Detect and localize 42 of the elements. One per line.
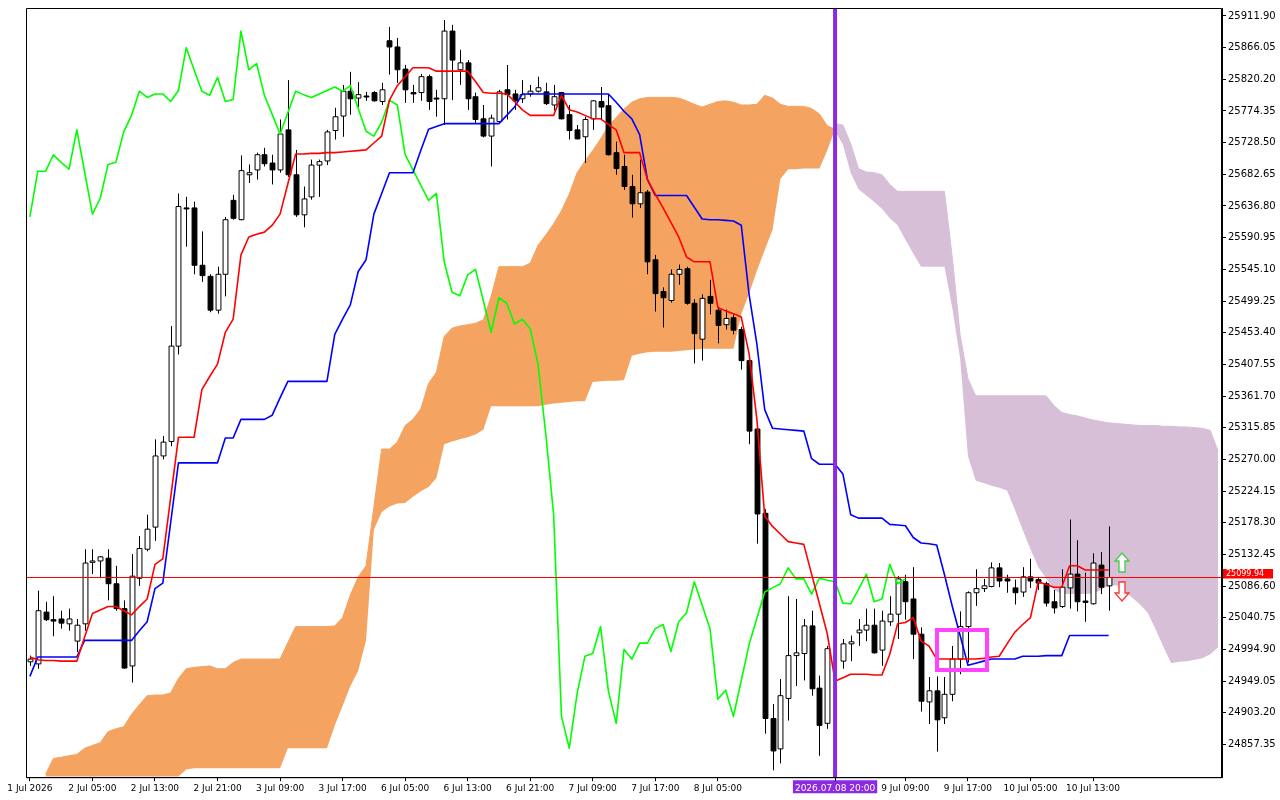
y-tick-label: 25453.40 bbox=[1228, 326, 1276, 338]
x-tick-label: 6 Jul 05:00 bbox=[381, 782, 430, 793]
y-tick-label: 25636.80 bbox=[1228, 199, 1276, 211]
y-tick-label: 24857.35 bbox=[1228, 738, 1276, 750]
y-tick-label: 25040.75 bbox=[1228, 611, 1276, 623]
y-tick-label: 25224.15 bbox=[1228, 484, 1276, 496]
x-tick-label: 1 Jul 2026 bbox=[7, 782, 53, 793]
y-tick-label: 25682.65 bbox=[1228, 167, 1276, 179]
y-tick-label: 25911.90 bbox=[1228, 9, 1276, 21]
x-tick-label: 3 Jul 09:00 bbox=[255, 782, 305, 793]
y-tick-label: 25820.20 bbox=[1228, 72, 1276, 84]
y-tick-label: 25774.35 bbox=[1228, 104, 1276, 116]
x-tick-label: 2 Jul 13:00 bbox=[130, 782, 180, 793]
y-tick-label: 25361.70 bbox=[1228, 389, 1276, 401]
y-tick-label: 25270.00 bbox=[1228, 453, 1276, 464]
x-tick-label: 8 Jul 05:00 bbox=[693, 782, 743, 793]
x-tick-label: 2 Jul 21:00 bbox=[193, 782, 242, 793]
y-tick-label: 25178.30 bbox=[1228, 516, 1276, 528]
y-tick-label: 25407.55 bbox=[1228, 357, 1276, 369]
x-tick-label: 9 Jul 17:00 bbox=[943, 782, 993, 793]
y-tick-label: 25086.60 bbox=[1228, 579, 1276, 591]
y-tick-label: 25545.10 bbox=[1228, 262, 1276, 274]
y-tick-label: 24903.20 bbox=[1228, 706, 1276, 718]
x-tick-label: 7 Jul 09:00 bbox=[568, 782, 618, 793]
x-tick-label: 2 Jul 05:00 bbox=[68, 782, 117, 793]
y-tick-label: 25315.85 bbox=[1228, 421, 1276, 433]
x-tick-label: 10 Jul 05:00 bbox=[1003, 782, 1058, 793]
y-tick-label: 25590.95 bbox=[1228, 231, 1276, 243]
y-tick-label: 25728.50 bbox=[1228, 136, 1276, 148]
ref-line-label: 25099.94 bbox=[1226, 568, 1265, 578]
x-tick-label: 3 Jul 17:00 bbox=[318, 782, 367, 793]
x-tick-label: 2026.07.08 20:00 bbox=[794, 782, 876, 793]
x-tick-label: 6 Jul 21:00 bbox=[506, 782, 555, 793]
y-tick-label: 25132.45 bbox=[1228, 548, 1276, 560]
x-tick-label: 9 Jul 09:00 bbox=[881, 782, 930, 793]
x-tick-label: 6 Jul 13:00 bbox=[443, 782, 493, 793]
y-tick-label: 24994.90 bbox=[1228, 643, 1276, 655]
y-tick-label: 25499.25 bbox=[1228, 294, 1276, 306]
y-tick-label: 25866.05 bbox=[1228, 41, 1276, 53]
y-tick-label: 24949.05 bbox=[1228, 674, 1276, 686]
x-tick-label: 10 Jul 13:00 bbox=[1066, 782, 1121, 793]
x-tick-label: 7 Jul 17:00 bbox=[631, 782, 680, 793]
